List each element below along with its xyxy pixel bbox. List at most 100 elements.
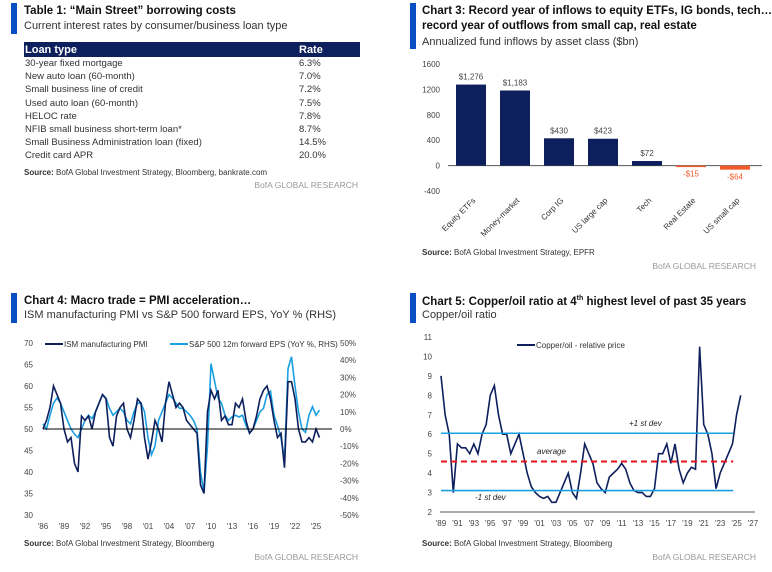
source-label: Source: [422,248,452,257]
y-tick-label: 800 [427,111,441,120]
chart5-subtitle: Copper/oil ratio [422,309,497,321]
y-left-tick-label: 70 [24,339,33,348]
y-tick-label: 400 [427,136,441,145]
brand-label: BofA GLOBAL RESEARCH [652,261,756,271]
data-label: -$64 [727,173,744,182]
category-label: Tech [635,196,653,214]
x-tick-label: '98 [122,522,133,530]
y-left-tick-label: 40 [24,468,33,477]
y-tick-label: 7 [428,411,433,420]
y-right-tick-label: 0% [340,425,352,434]
chart3-subtitle: Annualized fund inflows by asset class (… [422,36,639,48]
y-left-tick-label: 45 [24,447,33,456]
accent-bar [410,293,416,323]
rate-cell: 8.7% [299,124,321,136]
series-line [42,380,321,494]
y-right-tick-label: 20% [340,391,356,400]
borrowing-costs-table: Loan type Rate 30-year fixed mortgage 6.3%… [24,42,360,163]
source-label: Source: [24,168,54,177]
y-left-tick-label: 35 [24,490,33,499]
rate-cell: 14.5% [299,137,326,149]
y-tick-label: 4 [428,469,433,478]
category-label: US small cap [702,196,742,236]
table-title: Table 1: “Main Street” borrowing costs [24,5,236,17]
x-tick-label: '21 [699,519,710,528]
brand-label: BofA GLOBAL RESEARCH [254,552,358,562]
x-tick-label: '04 [164,522,175,530]
chart3-title-line1: Chart 3: Record year of inflows to equit… [422,5,772,17]
bar [544,138,574,166]
x-tick-label: '97 [501,519,512,528]
y-left-tick-label: 60 [24,382,33,391]
x-tick-label: '22 [290,522,301,530]
series-line [440,346,742,504]
accent-bar [11,3,17,34]
y-tick-label: -400 [424,187,441,196]
chart5-title: Chart 5: Copper/oil ratio at 4th highest… [422,295,746,308]
y-tick-label: 6 [428,430,433,439]
chart5-source: Source: BofA Global Investment Strategy,… [422,539,612,548]
chart4-source: Source: BofA Global Investment Strategy,… [24,539,214,548]
x-tick-label: '07 [185,522,196,530]
y-tick-label: 11 [424,333,433,342]
y-right-tick-label: 10% [340,408,356,417]
chart3-source: Source: BofA Global Investment Strategy,… [422,248,595,257]
x-tick-label: '89 [436,519,447,528]
data-label: $1,276 [459,73,484,82]
reference-label: +1 st dev [629,419,663,428]
y-tick-label: 10 [423,352,432,361]
loan-type-cell: Small business line of credit [25,84,143,96]
x-tick-label: '86 [38,522,49,530]
accent-bar [11,293,17,323]
x-tick-label: '25 [731,519,742,528]
chart4-title: Chart 4: Macro trade = PMI acceleration… [24,295,252,307]
y-left-tick-label: 55 [24,404,33,413]
y-tick-label: 8 [428,391,433,400]
bar [588,138,618,166]
table-row: Small Business Administration loan (fixe… [24,136,360,149]
legend-label: Copper/oil - relative price [536,341,625,350]
source-text: BofA Global Investment Strategy, Bloombe… [53,168,268,177]
category-label: US large cap [570,196,609,235]
table-source: Source: BofA Global Investment Strategy,… [24,168,267,177]
x-tick-label: '13 [227,522,238,530]
data-label: $423 [594,127,612,136]
rate-cell: 20.0% [299,150,326,162]
header-loan-type: Loan type [24,42,298,57]
loan-type-cell: New auto loan (60-month) [25,71,135,83]
x-tick-label: '01 [534,519,545,528]
loan-type-cell: Small Business Administration loan (fixe… [25,137,202,149]
legend-label: ISM manufacturing PMI [64,340,148,349]
x-tick-label: '95 [485,519,496,528]
rate-cell: 6.3% [299,58,321,70]
x-tick-label: '23 [715,519,726,528]
x-tick-label: '17 [666,519,677,528]
source-label: Source: [24,539,54,548]
chart4-subtitle: ISM manufacturing PMI vs S&P 500 forward… [24,309,337,321]
table-subtitle: Current interest rates by consumer/busin… [24,20,288,32]
loan-type-cell: Used auto loan (60-month) [25,97,139,109]
x-tick-label: '25 [311,522,322,530]
x-tick-label: '91 [452,519,463,528]
y-tick-label: 1200 [422,85,440,94]
x-tick-label: '07 [584,519,595,528]
bar [632,161,662,166]
x-tick-label: '19 [682,519,693,528]
category-label: Money-market [479,196,522,239]
source-label: Source: [422,539,452,548]
y-tick-label: 3 [428,489,433,498]
x-tick-label: '03 [551,519,562,528]
table-row: 30-year fixed mortgage 6.3% [24,57,360,70]
reference-label: -1 st dev [475,493,507,502]
title-text: Chart 5: Copper/oil ratio at 4 [422,295,577,308]
table-row: Small business line of credit 7.2% [24,83,360,96]
data-label: $430 [550,126,568,135]
y-tick-label: 2 [428,508,433,517]
bar [676,165,706,168]
chart4-line-chart: 70 65 60 55 50 45 40 35 30 50% 40% 30% 20% 10% 0% -10% -… [24,339,359,530]
x-tick-label: '27 [748,519,759,528]
category-label: Real Estate [662,196,698,232]
x-tick-label: '11 [617,519,627,528]
y-tick-label: 5 [428,450,433,459]
table-row: Used auto loan (60-month) 7.5% [24,97,360,110]
